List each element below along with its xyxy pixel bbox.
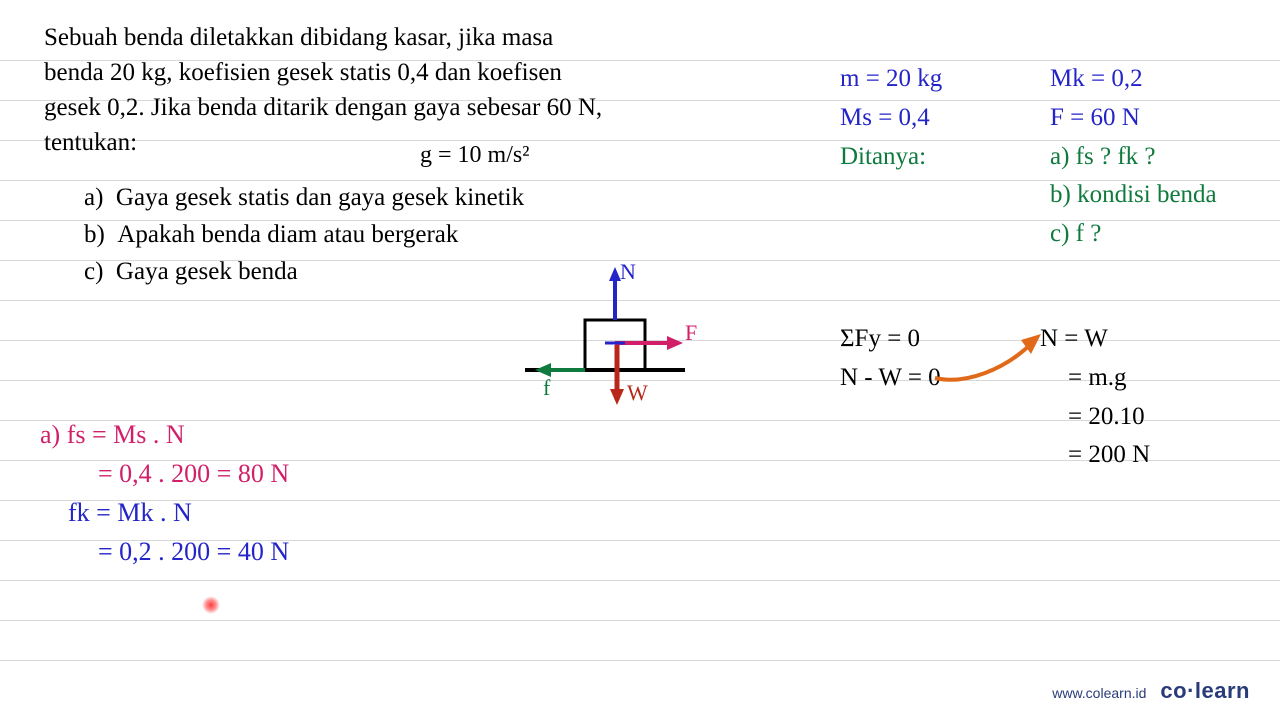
eq-20x10: = 20.10 bbox=[1040, 398, 1240, 437]
problem-item-a: a) Gaya gesek statis dan gaya gesek kine… bbox=[84, 180, 644, 215]
fbd-f-label: f bbox=[543, 375, 551, 400]
gravity-annotation: g = 10 m/s² bbox=[420, 142, 529, 169]
problem-item-a-text: Gaya gesek statis dan gaya gesek kinetik bbox=[116, 184, 524, 211]
given-mk: Mk = 0,2 bbox=[1050, 60, 1240, 99]
eq-200N: = 200 N bbox=[1040, 436, 1240, 475]
problem-item-b-text: Apakah benda diam atau bergerak bbox=[117, 221, 458, 248]
fk-formula: fk = Mk . N bbox=[40, 493, 289, 532]
eq-N-eq-W: N = W bbox=[1040, 320, 1240, 359]
asked-header: Ditanya: bbox=[840, 138, 1050, 177]
given-m: m = 20 kg bbox=[840, 60, 1050, 99]
given-ms: Ms = 0,4 bbox=[840, 99, 1050, 138]
problem-line: benda 20 kg, koefisien gesek statis 0,4 … bbox=[44, 55, 644, 90]
brand-part-b: learn bbox=[1195, 678, 1250, 703]
eq-sumFy: ΣFy = 0 bbox=[840, 320, 1040, 359]
free-body-diagram: N W F f bbox=[525, 265, 705, 405]
eq-mg: = m.g bbox=[1040, 359, 1240, 398]
asked-c: c) f ? bbox=[1050, 215, 1240, 254]
problem-statement: Sebuah benda diletakkan dibidang kasar, … bbox=[44, 20, 644, 291]
asked-a: a) fs ? fk ? bbox=[1050, 138, 1240, 177]
fbd-N-label: N bbox=[620, 259, 636, 284]
fbd-W-label: W bbox=[627, 380, 648, 405]
fk-result: = 0,2 . 200 = 40 N bbox=[40, 532, 289, 571]
problem-item-c-text: Gaya gesek benda bbox=[116, 258, 298, 285]
fbd-F-label: F bbox=[685, 320, 697, 345]
asked-b: b) kondisi benda bbox=[1050, 176, 1240, 215]
footer: www.colearn.id co·learn bbox=[1052, 678, 1250, 704]
problem-item-b: b) Apakah benda diam atau bergerak bbox=[84, 217, 644, 252]
fs-formula: a) fs = Ms . N bbox=[40, 415, 289, 454]
problem-line: tentukan: bbox=[44, 125, 644, 160]
eq-NminusW: N - W = 0 bbox=[840, 359, 1040, 398]
normal-force-calc: ΣFy = 0 N = W N - W = 0 = m.g = 20.10 = … bbox=[840, 320, 1240, 475]
problem-line: Sebuah benda diletakkan dibidang kasar, … bbox=[44, 20, 644, 55]
given-f: F = 60 N bbox=[1050, 99, 1240, 138]
fs-result: = 0,4 . 200 = 80 N bbox=[40, 454, 289, 493]
footer-brand: co·learn bbox=[1160, 678, 1250, 704]
laser-pointer-icon bbox=[202, 596, 220, 614]
solution-a: a) fs = Ms . N = 0,4 . 200 = 80 N fk = M… bbox=[40, 415, 289, 571]
brand-part-a: co bbox=[1160, 678, 1187, 703]
footer-url: www.colearn.id bbox=[1052, 685, 1146, 701]
given-panel: m = 20 kg Mk = 0,2 Ms = 0,4 F = 60 N Dit… bbox=[840, 60, 1240, 254]
problem-line: gesek 0,2. Jika benda ditarik dengan gay… bbox=[44, 90, 644, 125]
